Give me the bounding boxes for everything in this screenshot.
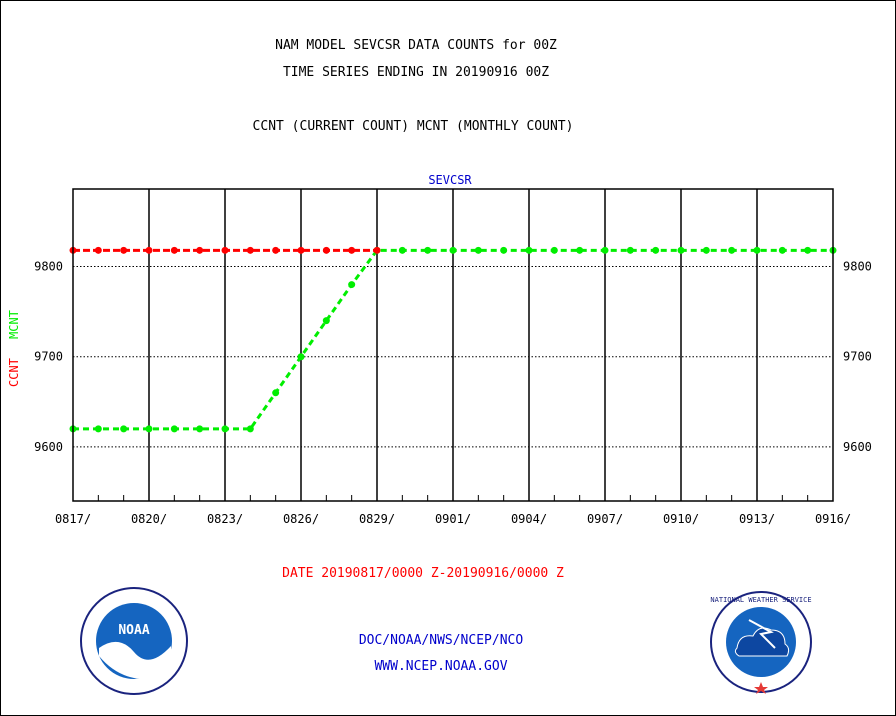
axis-labels: 0817/0820/0823/0826/0829/0901/0904/0907/… (34, 260, 872, 526)
x-tick-label: 0823/ (207, 512, 243, 526)
series-point-mcnt (322, 317, 330, 325)
plot-title: SEVCSR (428, 173, 472, 187)
series-point-mcnt (221, 425, 229, 433)
url-line: WWW.NCEP.NOAA.GOV (374, 659, 508, 674)
series-point-mcnt (145, 425, 153, 433)
series-layer (69, 246, 837, 433)
series-point-mcnt (120, 425, 128, 433)
y-tick-label-left: 9600 (34, 440, 63, 454)
y-tick-label-left: 9800 (34, 260, 63, 274)
series-point-ccnt (145, 246, 153, 254)
series-point-mcnt (246, 425, 254, 433)
x-tick-label: 0907/ (587, 512, 623, 526)
x-tick-label: 0913/ (739, 512, 775, 526)
series-point-mcnt (804, 246, 812, 254)
chart-subtitle: CCNT (CURRENT COUNT) MCNT (MONTHLY COUNT… (252, 119, 574, 134)
series-point-mcnt (94, 425, 102, 433)
series-point-mcnt (753, 246, 761, 254)
x-tick-label: 0910/ (663, 512, 699, 526)
series-point-ccnt (120, 246, 128, 254)
x-tick-label: 0826/ (283, 512, 319, 526)
noaa-logo-text: NOAA (118, 623, 149, 638)
series-point-ccnt (196, 246, 204, 254)
series-point-ccnt (221, 246, 229, 254)
series-point-mcnt (449, 246, 457, 254)
series-mcnt (69, 246, 837, 433)
series-point-mcnt (601, 246, 609, 254)
plot-frame (72, 188, 834, 502)
y-tick-label-right: 9600 (843, 440, 872, 454)
series-point-mcnt (297, 353, 305, 361)
series-point-mcnt (576, 246, 584, 254)
series-point-ccnt (170, 246, 178, 254)
series-point-ccnt (322, 246, 330, 254)
x-tick-label: 0904/ (511, 512, 547, 526)
x-tick-label: 0829/ (359, 512, 395, 526)
date-range-label: DATE 20190817/0000 Z-20190916/0000 Z (282, 566, 564, 581)
series-point-ccnt (297, 246, 305, 254)
y-axis-label: CCNT MCNT (7, 310, 21, 387)
nws-logo: NATIONAL WEATHER SERVICE (710, 591, 812, 694)
series-point-ccnt (373, 246, 381, 254)
noaa-logo: NOAA (80, 587, 188, 695)
y-axis-label-mcnt: MCNT (7, 310, 21, 339)
series-point-mcnt (170, 425, 178, 433)
x-tick-label: 0820/ (131, 512, 167, 526)
series-point-mcnt (398, 246, 406, 254)
chart-title-line-2: TIME SERIES ENDING IN 20190916 00Z (282, 65, 550, 80)
org-line: DOC/NOAA/NWS/NCEP/NCO (358, 633, 524, 648)
y-tick-label-right: 9700 (843, 350, 872, 364)
x-tick-label: 0817/ (55, 512, 91, 526)
series-point-mcnt (424, 246, 432, 254)
series-ccnt (69, 246, 381, 254)
chart-svg: SEVCSR 0817/0820/0823/0826/0829/0901/090… (7, 173, 872, 526)
series-point-mcnt (702, 246, 710, 254)
series-point-mcnt (525, 246, 533, 254)
series-point-mcnt (348, 281, 356, 289)
series-point-mcnt (728, 246, 736, 254)
y-axis-label-ccnt: CCNT (7, 358, 21, 387)
series-point-mcnt (652, 246, 660, 254)
y-tick-label-right: 9800 (843, 260, 872, 274)
series-point-mcnt (626, 246, 634, 254)
x-tick-label: 0916/ (815, 512, 851, 526)
series-point-ccnt (348, 246, 356, 254)
series-point-mcnt (778, 246, 786, 254)
x-tick-label: 0901/ (435, 512, 471, 526)
series-point-mcnt (474, 246, 482, 254)
series-point-ccnt (246, 246, 254, 254)
grid-layer (72, 189, 834, 501)
chart-title-line-1: NAM MODEL SEVCSR DATA COUNTS for 00Z (275, 38, 557, 53)
series-point-mcnt (196, 425, 204, 433)
series-point-mcnt (272, 389, 280, 397)
series-point-mcnt (677, 246, 685, 254)
series-point-ccnt (272, 246, 280, 254)
y-tick-label-left: 9700 (34, 350, 63, 364)
series-point-mcnt (550, 246, 558, 254)
nws-logo-text: NATIONAL WEATHER SERVICE (710, 596, 811, 604)
series-point-mcnt (500, 246, 508, 254)
series-point-ccnt (94, 246, 102, 254)
